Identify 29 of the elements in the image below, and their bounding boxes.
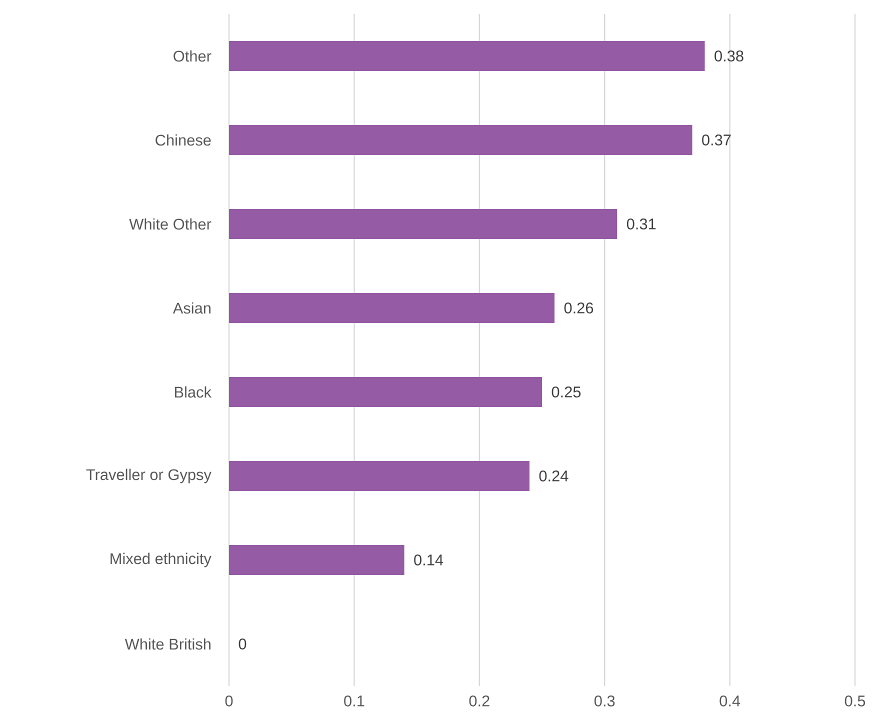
y-tick-label: White British — [124, 638, 210, 650]
data-label: 0.25 — [552, 386, 581, 398]
data-label: 0.31 — [626, 218, 656, 230]
bar — [229, 292, 555, 323]
bar — [229, 208, 618, 239]
bar — [229, 460, 530, 491]
data-label: 0.38 — [714, 50, 744, 62]
x-tick-label: 0.4 — [720, 696, 740, 706]
x-tick-label: 0.2 — [469, 696, 490, 706]
y-tick-label: Chinese — [156, 134, 211, 146]
data-label: 0 — [238, 638, 246, 650]
y-tick-label: Mixed ethnicity — [110, 552, 212, 568]
y-tick-label: Traveller or Gypsy — [86, 468, 212, 484]
bar — [229, 40, 705, 71]
y-tick-label: Black — [174, 386, 212, 398]
data-label: 0.26 — [564, 302, 594, 314]
bar — [229, 544, 404, 575]
data-label: 0.14 — [414, 554, 444, 566]
data-label: 0.24 — [539, 470, 568, 482]
data-label: 0.37 — [702, 134, 731, 146]
x-tick-label: 0.5 — [844, 696, 866, 706]
x-tick-label: 0 — [225, 696, 233, 706]
y-tick-label: Asian — [172, 302, 210, 314]
bar — [229, 376, 542, 407]
bar — [229, 124, 692, 155]
x-tick-label: 0.1 — [344, 696, 364, 706]
y-tick-label: White Other — [129, 218, 212, 230]
y-tick-label: Other — [174, 50, 212, 62]
x-tick-label: 0.3 — [594, 696, 615, 706]
